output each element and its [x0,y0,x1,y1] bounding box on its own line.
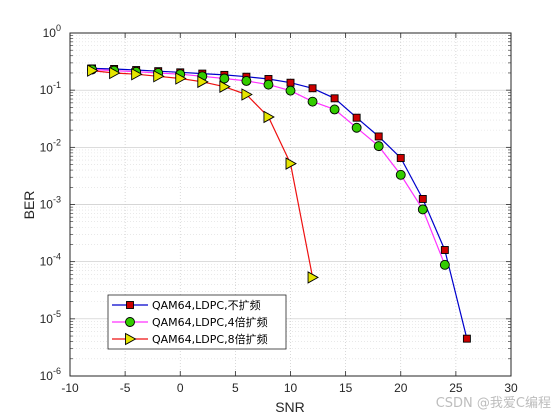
legend-marker [125,317,135,327]
data-point [307,96,318,107]
legend-marker [125,332,137,346]
data-point [197,75,209,89]
data-point [219,80,231,93]
data-point [219,73,230,84]
x-tick-label: 30 [504,381,518,395]
data-point [263,110,275,124]
legend-item: QAM64,LDPC,不扩频 [112,298,261,312]
data-point [241,88,253,101]
legend-item: QAM64,LDPC,8倍扩频 [112,332,268,346]
watermark: CSDN @我爱C编程 [436,396,551,411]
data-point [417,204,428,215]
x-tick-label: 0 [177,381,184,395]
x-tick-label: 5 [232,381,239,395]
data-point [351,122,362,133]
legend-item: QAM64,LDPC,4倍扩频 [112,315,268,329]
data-point [285,157,297,170]
y-tick-label: 10-6 [40,366,61,383]
x-tick-label: -5 [120,381,131,395]
data-point [131,67,143,81]
y-tick-label: 10-3 [40,195,61,212]
data-point [286,78,295,87]
data-point [263,79,274,90]
data-point [418,195,427,203]
data-point [440,246,449,254]
data-point [109,66,121,80]
y-tick-label: 100 [43,23,61,40]
data-point [439,259,450,270]
series-layer [87,64,471,343]
data-point [462,334,471,343]
data-point [307,271,319,284]
legend: QAM64,LDPC,不扩频 QAM64,LDPC,4倍扩频 QAM64,LDPC,… [107,294,287,350]
x-axis-label: SNR [275,399,305,415]
y-tick-label: 10-2 [40,137,61,154]
data-point [285,85,296,96]
y-axis-label: BER [21,191,37,220]
ticks: 10-6 10-5 10-4 10-3 10-2 10-1 100 -10 -5 0 5 10 15 20… [40,23,518,395]
x-tick-label: 15 [339,381,353,395]
data-point [87,64,99,77]
x-tick-label: -10 [61,381,79,395]
data-point [374,132,383,141]
legend-label: QAM64,LDPC,不扩频 [152,298,261,312]
legend-marker [126,301,134,309]
legend-label: QAM64,LDPC,4倍扩频 [152,315,268,329]
data-point [329,104,340,115]
x-tick-label: 10 [284,381,298,395]
data-point [308,84,317,93]
data-point [396,154,405,162]
data-point [153,70,165,83]
data-point [395,169,406,180]
data-point [373,141,384,152]
data-point [330,94,339,103]
data-point [175,72,187,85]
series-3 [87,64,319,284]
data-point [241,75,252,86]
y-tick-label: 10-1 [40,80,61,97]
y-tick-label: 10-4 [40,252,61,269]
x-tick-label: 20 [394,381,408,395]
x-tick-label: 25 [449,381,463,395]
data-point [352,113,361,122]
legend-label: QAM64,LDPC,8倍扩频 [152,332,268,346]
y-tick-label: 10-5 [40,309,61,326]
